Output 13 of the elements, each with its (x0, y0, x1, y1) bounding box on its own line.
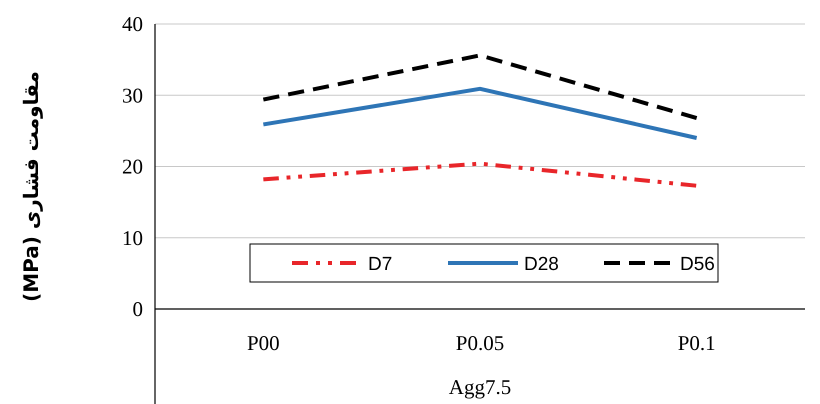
x-tick-label: P0.1 (678, 331, 716, 355)
y-tick-label: 0 (132, 297, 143, 321)
legend-label: D7 (368, 254, 392, 275)
y-axis-title: مقاومت فشاری (MPa) (19, 71, 43, 302)
y-tick-label: 30 (122, 83, 143, 108)
x-tick-label: P0.05 (456, 331, 504, 355)
x-axis-title: Agg7.5 (448, 375, 512, 399)
y-tick-label: 10 (122, 226, 143, 250)
legend-label: D28 (524, 254, 559, 275)
legend-label: D56 (680, 254, 715, 275)
x-tick-label: P00 (246, 331, 280, 355)
y-tick-label: 40 (122, 12, 143, 36)
y-tick-label: 20 (122, 154, 143, 178)
